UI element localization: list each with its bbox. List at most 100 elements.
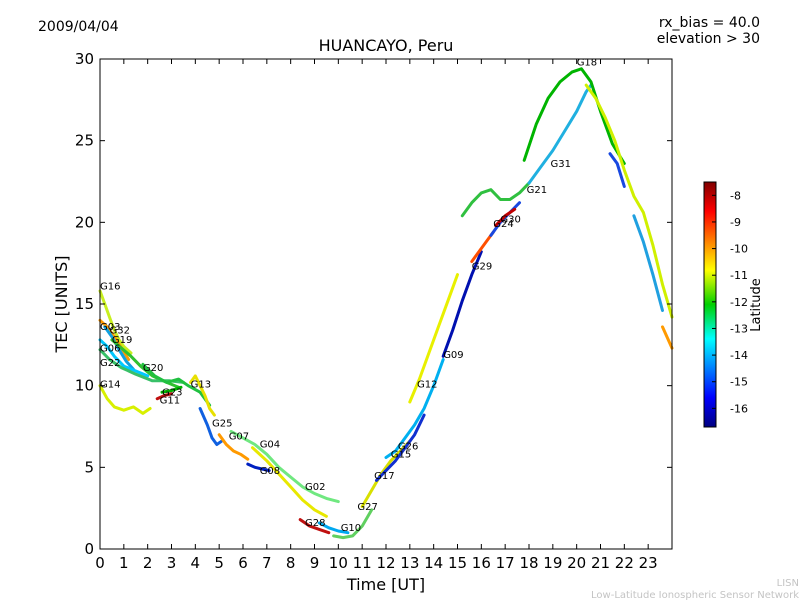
y-tick-label: 15 xyxy=(75,295,94,313)
x-tick-label: 1 xyxy=(119,554,129,572)
tec-trace-g32 xyxy=(103,325,135,371)
y-tick-label: 5 xyxy=(84,458,94,476)
satellite-label-g27: G27 xyxy=(357,502,377,513)
y-axis-label: TEC [UNITS] xyxy=(52,256,71,354)
satellite-label-g18: G18 xyxy=(577,58,597,69)
satellite-label-g04: G04 xyxy=(260,440,280,451)
x-tick-label: 18 xyxy=(519,554,538,572)
satellite-label-g12: G12 xyxy=(417,379,437,390)
colorbar-tick-label: -14 xyxy=(730,349,748,362)
tec-trace-g23 xyxy=(160,385,183,394)
tec-trace-unlabeled-33 xyxy=(661,325,674,350)
x-tick-label: 3 xyxy=(167,554,177,572)
satellite-label-g20: G20 xyxy=(143,363,163,374)
colorbar-tick-label: -12 xyxy=(730,296,748,309)
satellite-label-g26: G26 xyxy=(398,441,418,452)
satellite-label-g21: G21 xyxy=(527,185,547,196)
plot-series xyxy=(98,67,674,540)
x-tick-label: 15 xyxy=(448,554,467,572)
tec-trace-g20 xyxy=(141,362,212,407)
satellite-label-g06: G06 xyxy=(100,343,120,354)
satellite-label-g14: G14 xyxy=(100,379,120,390)
x-tick-label: 5 xyxy=(214,554,224,572)
x-tick-label: 14 xyxy=(424,554,443,572)
tec-trace-g28 xyxy=(298,518,331,535)
colorbar-tick-label: -8 xyxy=(730,189,741,202)
x-tick-label: 6 xyxy=(238,554,248,572)
y-tick-label: 0 xyxy=(84,540,94,558)
x-tick-label: 23 xyxy=(639,554,658,572)
tec-trace-g10 xyxy=(317,521,350,535)
tec-trace-g17 xyxy=(360,439,412,508)
tec-trace-g15 xyxy=(375,413,426,482)
x-tick-label: 7 xyxy=(262,554,272,572)
rx-bias-label: rx_bias = 40.0 xyxy=(659,15,760,31)
y-tick-label: 30 xyxy=(75,50,94,68)
x-tick-label: 16 xyxy=(472,554,491,572)
tec-trace-g25 xyxy=(198,407,224,446)
tec-trace-g29 xyxy=(470,230,495,263)
tec-trace-unlabeled-30 xyxy=(584,83,674,319)
x-tick-label: 17 xyxy=(496,554,515,572)
colorbar-tick-label: -10 xyxy=(730,243,748,256)
satellite-label-g29: G29 xyxy=(472,262,492,273)
satellite-label-g23: G23 xyxy=(162,388,182,399)
colorbar xyxy=(703,181,717,428)
tec-trace-g04 xyxy=(229,429,340,504)
tec-trace-g31 xyxy=(527,83,593,185)
chart-title: HUANCAYO, Peru xyxy=(319,36,454,55)
tec-trace-g12 xyxy=(408,273,459,404)
satellite-label-g02: G02 xyxy=(305,482,325,493)
satellite-label-g28: G28 xyxy=(305,518,325,529)
tec-trace-g21 xyxy=(460,181,531,218)
satellite-label-g31: G31 xyxy=(551,159,571,170)
elevation-label: elevation > 30 xyxy=(657,31,760,47)
x-tick-label: 9 xyxy=(310,554,320,572)
x-tick-label: 13 xyxy=(400,554,419,572)
date-label: 2009/04/04 xyxy=(38,19,119,35)
satellite-label-g17: G17 xyxy=(374,471,394,482)
satellite-label-g09: G09 xyxy=(443,350,463,361)
tec-trace-g11 xyxy=(155,392,173,401)
tec-trace-g09 xyxy=(441,250,483,358)
satellite-label-g19: G19 xyxy=(112,335,132,346)
colorbar-tick-label: -9 xyxy=(730,216,741,229)
tec-trace-unlabeled-31 xyxy=(608,152,626,188)
x-tick-label: 19 xyxy=(543,554,562,572)
y-tick-label: 20 xyxy=(75,213,94,231)
satellite-label-g13: G13 xyxy=(191,379,211,390)
x-tick-label: 12 xyxy=(376,554,395,572)
colorbar-label: Latitude xyxy=(749,278,764,332)
satellite-label-g32: G32 xyxy=(110,325,130,336)
tec-trace-g18 xyxy=(522,67,626,165)
tec-trace-g13 xyxy=(189,374,216,417)
colorbar-ticks: -8 -9 -10 -11 -12 -13 -14 -15 -16 xyxy=(712,189,748,415)
satellite-label-g07: G07 xyxy=(229,432,249,443)
x-tick-label: 0 xyxy=(95,554,105,572)
tec-trace-g26 xyxy=(384,358,445,459)
satellite-label-g30: G30 xyxy=(500,214,520,225)
x-axis: 0 1 2 3 4 5 6 7 8 9 10 11 12 13 14 15 16 17 18 19 20 21 22 23 xyxy=(95,59,658,572)
x-tick-label: 8 xyxy=(286,554,296,572)
x-tick-label: 21 xyxy=(591,554,610,572)
x-tick-label: 20 xyxy=(567,554,586,572)
satellite-label-g15: G15 xyxy=(391,450,411,461)
footer-short: LISN xyxy=(777,578,799,589)
satellite-label-g08: G08 xyxy=(260,466,280,477)
tec-trace-unlabeled-32 xyxy=(632,214,664,312)
y-tick-label: 10 xyxy=(75,377,94,395)
x-tick-label: 22 xyxy=(615,554,634,572)
colorbar-tick-label: -16 xyxy=(730,402,748,415)
tec-trace-g08 xyxy=(246,462,271,473)
x-tick-label: 11 xyxy=(353,554,372,572)
colorbar-tick-label: -13 xyxy=(730,322,748,335)
colorbar-tick-label: -15 xyxy=(730,376,748,389)
tec-trace-g14 xyxy=(98,384,152,415)
satellite-label-g25: G25 xyxy=(212,419,232,430)
x-tick-label: 2 xyxy=(143,554,153,572)
satellite-label-g24: G24 xyxy=(493,219,513,230)
satellite-label-g16: G16 xyxy=(100,281,120,292)
y-tick-label: 25 xyxy=(75,132,94,150)
